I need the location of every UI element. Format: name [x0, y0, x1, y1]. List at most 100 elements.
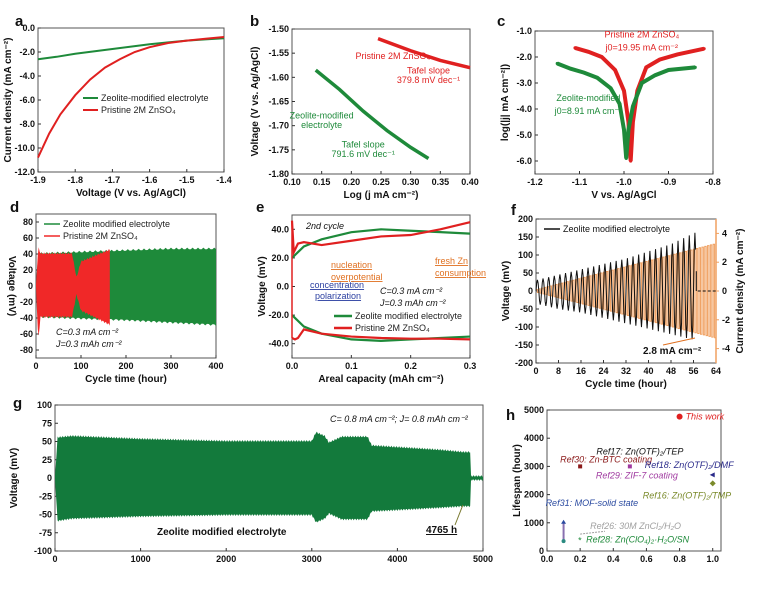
annotation: Pristine 2M ZnSO₄ [356, 51, 431, 61]
y-tick-label: -75 [39, 528, 52, 538]
x-tick-label: -1.2 [527, 177, 543, 187]
y-tick-label: 0.0 [276, 282, 289, 292]
y-axis-label: Voltage (mV) [257, 256, 268, 316]
x-tick-label: -1.4 [216, 175, 232, 185]
x-axis-label: Cycle time (hour) [85, 374, 167, 385]
annotation: j0=19.95 mA cm⁻² [605, 43, 679, 53]
panel-letter-b: b [250, 13, 259, 30]
x-axis-label: V vs. Ag/AgCl [591, 190, 656, 201]
y-tick-label: 50 [523, 268, 533, 278]
data-point [622, 128, 626, 132]
x-tick-label: 100 [73, 361, 88, 371]
panel-e: 0.0 0.1 0.2 0.3 40.0 20.0 0.0 -20.0 -40.0 Areal c… [257, 214, 486, 385]
panel-g: 0 1000 2000 3000 4000 5000 100 75 50 25 0 -25 -50 -75… [9, 400, 493, 564]
data-point [613, 68, 617, 72]
x-tick-label: -1.1 [572, 177, 588, 187]
data-point [631, 104, 635, 108]
annotation-arrow [454, 504, 464, 526]
y2-tick-label: 4 [722, 228, 727, 238]
x-tick-label: 5000 [473, 554, 493, 564]
y-tick-label: 20.0 [271, 253, 289, 263]
data-point [627, 464, 632, 469]
y-tick-label: 2000 [524, 490, 544, 500]
annotation: electrolyte [301, 120, 342, 130]
y-tick-label: -150 [515, 340, 533, 350]
annotation: Zeolite-modified [290, 110, 354, 120]
annotation: 379.8 mV dec⁻¹ [397, 75, 460, 85]
y-tick-label: -12.0 [14, 167, 35, 177]
x-tick-label: 32 [621, 366, 631, 376]
x-tick-label: 0.40 [461, 177, 479, 187]
y-tick-label: 0 [28, 281, 33, 291]
annotation: 791.6 mV dec⁻¹ [332, 149, 395, 159]
x-tick-label: 0.3 [464, 361, 477, 371]
x-tick-label: 8 [556, 366, 561, 376]
x-tick-label: -1.9 [30, 175, 46, 185]
data-point [586, 50, 591, 54]
point-label: Ref17: Zn(OTF)₂/TEP [596, 446, 683, 456]
x-tick-label: 1000 [131, 554, 151, 564]
series-charge-1 [290, 220, 471, 257]
data-point [626, 128, 631, 132]
panel-d: 0 100 200 300 400806040200-20-40-60-80Cycle … [6, 213, 224, 385]
y-tick-label: -25 [39, 491, 52, 501]
x-tick-label: 0.25 [372, 177, 390, 187]
y-tick-label: -4.0 [19, 71, 35, 81]
x-tick-label: -1.0 [616, 177, 632, 187]
y2-tick-label: 2 [722, 257, 727, 267]
data-point: * [578, 536, 582, 546]
annotation: 4765 h [426, 525, 457, 536]
point-label: Ref28: Zn(ClO₄)₂·H₂O/SN [586, 535, 689, 545]
annotation: Zeolite-modified [556, 93, 620, 103]
x-tick-label: 0 [533, 366, 538, 376]
y-tick-label: 3000 [524, 461, 544, 471]
x-tick-label: 0.1 [345, 361, 358, 371]
legend-label: Zeolite modified electrolyte [63, 219, 170, 229]
panel-letter-e: e [256, 199, 264, 216]
annotation: Zeolite modified electrolyte [157, 527, 287, 538]
series-line-1 [37, 36, 225, 159]
y-tick-label: -1.0 [516, 26, 532, 36]
data-point [624, 156, 628, 160]
x-tick-label: 0.15 [313, 177, 331, 187]
y-tick-label: 0 [47, 473, 52, 483]
point-label: Ref18: Zn(OTF)₂/DMF [645, 460, 734, 470]
y-tick-label: -80 [20, 345, 33, 355]
y-axis-label: Voltage (mV) [9, 448, 20, 508]
annotation: Tafel slope [342, 139, 385, 149]
y-tick-label: 40 [23, 249, 33, 259]
x-tick-label: 48 [666, 366, 676, 376]
x-tick-label: 0.0 [286, 361, 299, 371]
legend-label: Zeolite-modified electrolyte [101, 93, 209, 103]
y-tick-label: 4000 [524, 433, 544, 443]
y-tick-label: -2.0 [19, 47, 35, 57]
annotation: Pristine 2M ZnSO₄ [604, 30, 679, 40]
data-point [578, 464, 583, 469]
panel-letter-f: f [511, 202, 517, 219]
x-tick-label: 64 [711, 366, 721, 376]
x-axis-label: Cycle time (hour) [585, 379, 667, 390]
legend-label: Zeolite modified electrolyte [355, 311, 462, 321]
y-tick-label: -100 [515, 322, 533, 332]
y2-axis-label: Current density (mA cm⁻²) [735, 229, 746, 354]
data-point [640, 81, 644, 85]
data-point [702, 47, 706, 51]
panel-f: 0 8 16 24 32 40 48 56 64200150100500-50-100-150-… [501, 214, 746, 390]
y-tick-label: -1.60 [268, 72, 289, 82]
x-tick-label: 1.0 [706, 554, 719, 564]
data-point [675, 52, 680, 57]
x-tick-label: 4000 [387, 554, 407, 564]
series-line-0 [574, 45, 705, 162]
annotation: nucleation [331, 260, 372, 270]
data-point [622, 89, 626, 93]
x-tick-label: 56 [688, 366, 698, 376]
x-tick-label: 0.2 [404, 361, 417, 371]
annotation-arrow [580, 530, 606, 535]
y-axis-label: Voltage (mV) [6, 256, 17, 316]
panel-letter-d: d [10, 199, 19, 216]
data-point [666, 68, 671, 72]
y2-tick-label: 0 [722, 286, 727, 296]
annotation: overpotential [331, 272, 383, 282]
panel-letter-a: a [15, 13, 24, 30]
